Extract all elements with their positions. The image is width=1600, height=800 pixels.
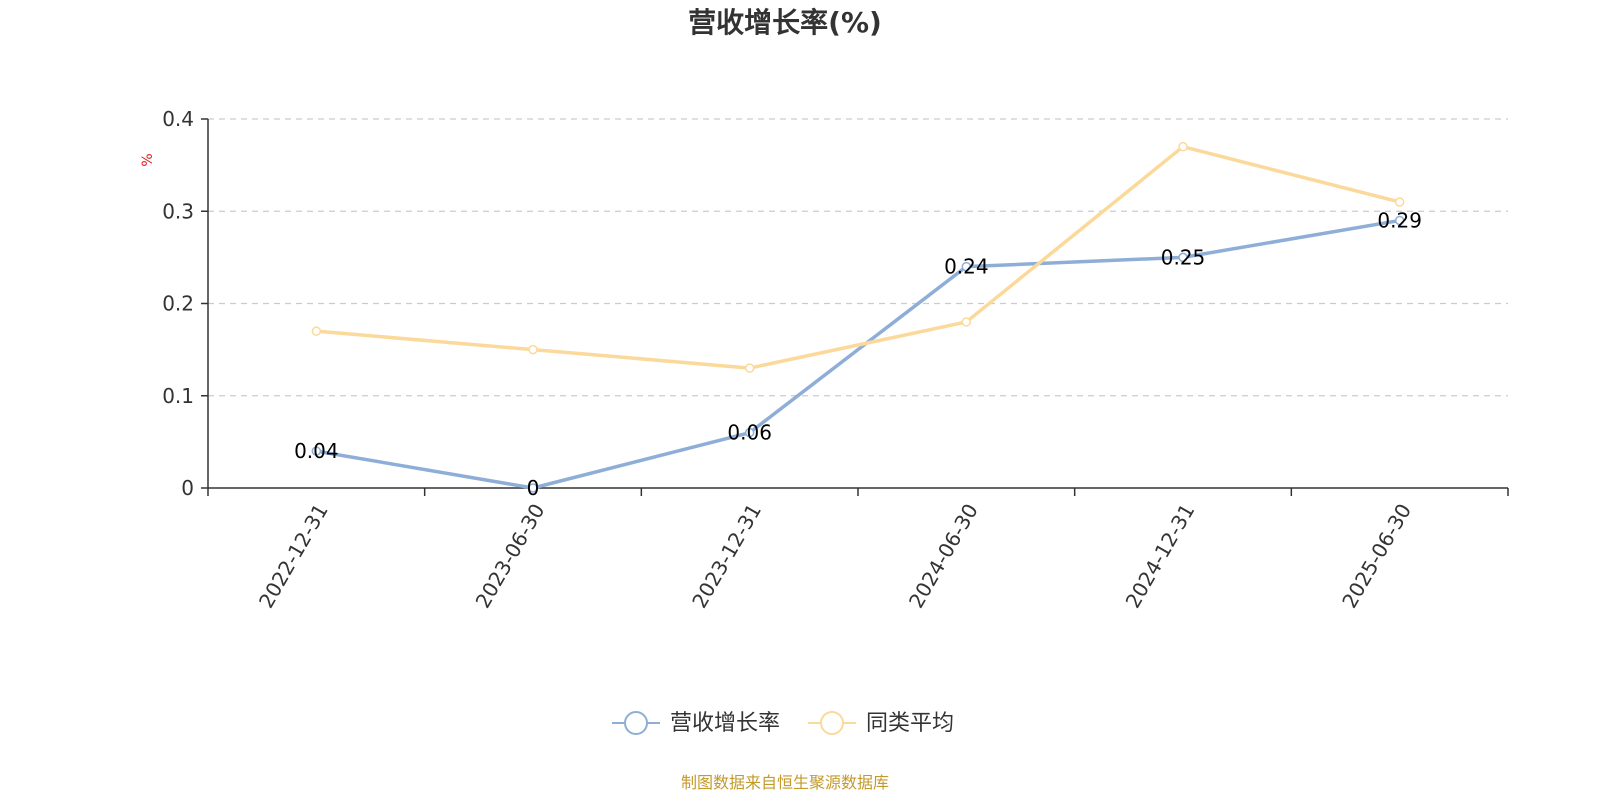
data-point xyxy=(1394,197,1405,207)
series-line xyxy=(316,218,1400,490)
x-tick-label: 2023-06-30 xyxy=(471,500,550,613)
x-tick-label: 2024-12-31 xyxy=(1121,500,1200,613)
grid-lines xyxy=(208,118,1508,397)
data-point xyxy=(311,446,322,456)
data-label: 0.25 xyxy=(1161,245,1206,269)
data-point xyxy=(1178,141,1188,152)
series-line xyxy=(316,144,1401,370)
y-axis-ticks: 0 0.1 0.2 0.3 0.4 xyxy=(162,107,208,500)
source-note: 制图数据来自恒生聚源数据库 xyxy=(681,773,889,792)
data-label: 0.24 xyxy=(944,255,989,279)
data-labels: 0.04 0 0.06 0.24 0.25 0.29 xyxy=(294,208,1422,500)
data-point xyxy=(1178,252,1188,263)
legend[interactable]: 营收增长率 同类平均 xyxy=(612,711,954,736)
y-tick-label: 0.3 xyxy=(162,199,194,223)
data-label: 0 xyxy=(527,476,540,500)
legend-label: 营收增长率 xyxy=(670,711,780,736)
data-label: 0.29 xyxy=(1377,208,1422,232)
y-tick-label: 0 xyxy=(181,476,194,500)
series-lines xyxy=(311,141,1405,493)
data-label: 0.04 xyxy=(294,439,339,463)
chart-title: 营收增长率(%) xyxy=(688,6,882,39)
legend-label: 同类平均 xyxy=(866,711,954,736)
data-point xyxy=(528,344,538,355)
x-tick-label: 2025-06-30 xyxy=(1337,500,1416,613)
legend-swatch-marker xyxy=(624,711,648,735)
y-tick-label: 0.1 xyxy=(162,384,194,408)
data-point xyxy=(528,483,538,493)
x-axis-ticks: 2022-12-31 2023-06-30 2023-12-31 2024-06-30… xyxy=(207,488,1509,613)
x-tick-label: 2024-06-30 xyxy=(904,499,983,612)
x-tick-label: 2022-12-31 xyxy=(254,500,333,613)
data-point xyxy=(744,363,755,373)
legend-item[interactable]: 同类平均 xyxy=(808,711,954,736)
legend-swatch-marker xyxy=(820,711,844,735)
legend-item[interactable]: 营收增长率 xyxy=(612,711,780,736)
data-label: 0.06 xyxy=(727,421,772,445)
y-tick-label: 0.2 xyxy=(162,292,194,316)
x-tick-label: 2023-12-31 xyxy=(687,500,766,613)
data-point xyxy=(961,317,972,327)
data-point xyxy=(744,427,755,438)
data-point xyxy=(311,326,322,336)
data-point xyxy=(961,261,972,272)
data-point xyxy=(1394,215,1405,226)
y-axis-unit: % xyxy=(140,153,156,166)
y-tick-label: 0.4 xyxy=(162,107,194,131)
